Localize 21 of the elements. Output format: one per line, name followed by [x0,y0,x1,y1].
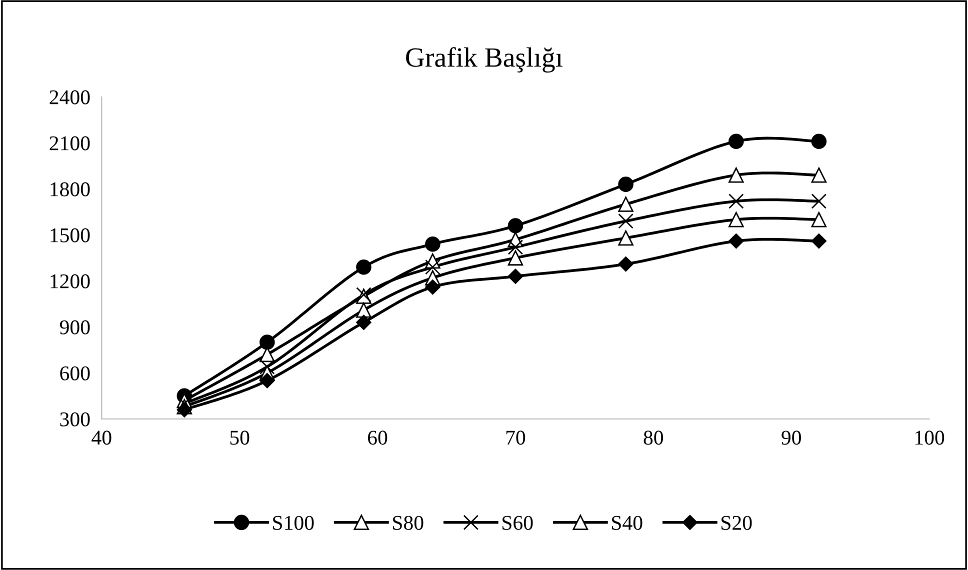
x-tick-label: 40 [92,430,112,445]
x-tick-label: 100 [915,430,944,445]
legend-label: S80 [393,516,424,530]
chart-title: Grafik Başlığı [406,47,563,73]
x-tick-label: 60 [368,430,388,445]
y-tick-label: 600 [60,366,90,380]
legend-label: S20 [722,516,752,530]
y-tick-label: 1200 [50,274,90,288]
x-tick-label: 80 [644,430,664,445]
x-tick-label: 70 [506,430,526,445]
y-tick-label: 300 [60,412,90,426]
legend-label: S100 [273,516,314,530]
y-tick-label: 1800 [50,182,90,196]
legend-label: S60 [502,516,533,530]
y-tick-label: 1500 [50,228,90,242]
legend-label: S40 [612,516,642,530]
x-tick-label: 90 [782,430,801,445]
y-tick-label: 2400 [50,90,90,104]
y-tick-label: 900 [60,320,90,334]
x-tick-label: 50 [230,430,250,445]
y-tick-label: 2100 [50,136,90,150]
